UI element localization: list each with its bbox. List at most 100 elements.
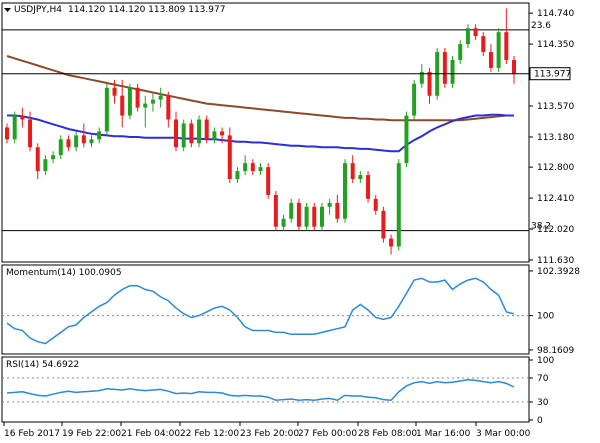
fib-level-label: 23.6 — [531, 21, 551, 31]
price-tick-label: 114.740 — [537, 9, 574, 19]
fib-level-label: 38.2 — [531, 222, 551, 232]
current-price-label: 113.977 — [534, 70, 571, 80]
fast-moving-average-line — [7, 113, 514, 153]
momentum-line — [6, 277, 515, 345]
price-tick-label: 113.180 — [537, 133, 574, 143]
candle-body — [473, 28, 478, 37]
candle-body — [404, 115, 409, 164]
candle-body — [143, 103, 148, 108]
candle-body — [366, 175, 371, 199]
candle-body — [212, 131, 217, 140]
candle-body — [442, 52, 447, 84]
candle-body — [158, 95, 163, 100]
candle-body — [327, 202, 332, 207]
candle-body — [450, 59, 455, 84]
candle-body — [20, 115, 25, 120]
candle-body — [43, 159, 48, 172]
time-tick-label: 21 Feb 04:00 — [121, 429, 180, 439]
candle-body — [381, 210, 386, 239]
candle-body — [412, 83, 417, 116]
candle-body — [235, 171, 240, 180]
candle-body — [97, 131, 102, 140]
rsi-tick-label: 0 — [537, 416, 543, 426]
candle-body — [28, 119, 33, 148]
price-tick-label: 111.630 — [537, 256, 574, 266]
candle-body — [296, 202, 301, 227]
candle-body — [58, 139, 63, 156]
candle-body — [204, 119, 209, 140]
current-price-box — [529, 67, 571, 81]
price-tick-label: 112.800 — [537, 163, 574, 173]
candle-body — [66, 139, 71, 148]
candle-body — [358, 175, 363, 180]
fibonacci-levels: 23.6 38.2 — [2, 21, 551, 232]
time-tick-label: 22 Feb 12:00 — [180, 429, 239, 439]
candle-body — [335, 202, 340, 219]
rsi-tick-label: 30 — [537, 398, 549, 408]
candle-body — [120, 95, 125, 116]
time-axis: 16 Feb 2017 19 Feb 22:00 21 Feb 04:00 22 Fe… — [3, 422, 531, 439]
candle-body — [319, 206, 324, 227]
price-header-values: 114.120 114.120 113.809 113.977 — [68, 5, 225, 15]
candle-body — [189, 123, 194, 144]
candle-body — [281, 218, 286, 227]
candle-body — [181, 123, 186, 148]
rsi-tick-label: 100 — [537, 356, 554, 366]
time-tick-label: 16 Feb 2017 — [4, 429, 60, 439]
candle-body — [12, 115, 17, 140]
price-tick-label: 112.410 — [537, 194, 574, 204]
momentum-tick-label: 98.1609 — [537, 346, 574, 356]
candle-body — [150, 99, 155, 104]
candle-body — [481, 36, 486, 53]
price-panel-frame — [1, 2, 530, 263]
candle-body — [112, 87, 117, 96]
time-tick-label: 27 Feb 00:00 — [298, 429, 357, 439]
candle-body — [512, 59, 516, 74]
price-header: USDJPY,H4 — [14, 5, 62, 15]
time-tick-label: 23 Feb 20:00 — [240, 429, 299, 439]
rsi-panel-frame — [1, 356, 530, 423]
price-tick-label: 112.020 — [537, 225, 574, 235]
candle-body — [74, 135, 79, 148]
momentum-title: Momentum(14) 100.0905 — [6, 268, 122, 278]
time-tick-label: 1 Mar 16:00 — [416, 429, 471, 439]
candle-body — [504, 32, 509, 60]
candle-body — [51, 155, 56, 160]
price-tick-label: 114.350 — [537, 40, 574, 50]
candle-body — [220, 131, 225, 136]
candle-body — [258, 167, 263, 172]
candle-body — [127, 87, 132, 116]
moving-averages — [6, 55, 514, 153]
candle-body — [373, 198, 378, 211]
candle-body — [458, 44, 463, 60]
candle-body — [81, 135, 86, 144]
current-price-marker: 113.977 — [2, 67, 571, 81]
candle-body — [389, 238, 394, 247]
candle-body — [89, 139, 94, 144]
rsi-title: RSI(14) 54.6922 — [6, 360, 79, 370]
candle-body — [312, 206, 317, 227]
momentum-panel: Momentum(14) 100.0905 102.3928 100 98.1609 — [1, 264, 580, 356]
candle-body — [350, 163, 355, 180]
price-axis: 114.740 114.350 113.570 113.180 112.800 112.4… — [529, 9, 574, 266]
candle-body — [343, 163, 347, 219]
candle-body — [243, 163, 248, 172]
momentum-panel-frame — [1, 264, 530, 355]
rsi-panel: RSI(14) 54.6922 100 70 30 0 — [1, 356, 554, 426]
time-tick-label: 19 Feb 22:00 — [62, 429, 121, 439]
candle-body — [427, 71, 432, 96]
candle-body — [396, 163, 401, 247]
rsi-series-line — [6, 379, 515, 402]
candle-body — [35, 147, 40, 172]
candle-body — [227, 135, 232, 180]
momentum-axis: 102.3928 100 98.1609 — [2, 267, 580, 356]
candle-body — [135, 87, 140, 108]
candle-body — [304, 206, 309, 227]
price-tick-label: 113.570 — [537, 102, 574, 112]
chart-menu-icon[interactable] — [4, 8, 11, 12]
candle-body — [197, 119, 202, 144]
candle-body — [465, 28, 470, 45]
momentum-tick-label: 102.3928 — [537, 267, 580, 277]
candle-body — [250, 163, 255, 172]
